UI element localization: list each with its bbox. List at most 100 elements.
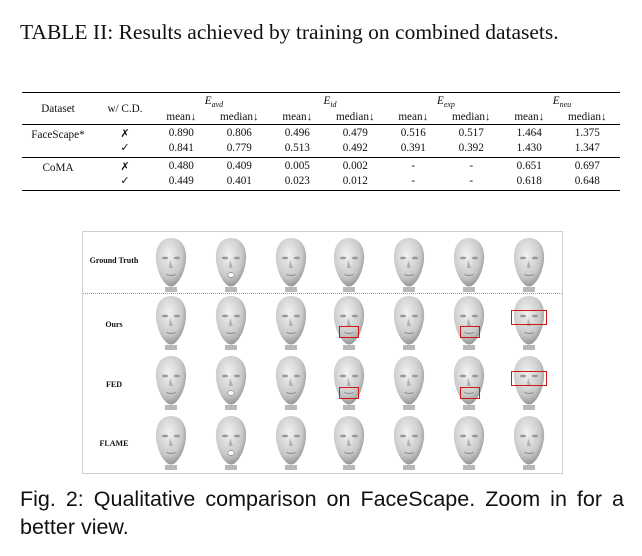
value-cell: 0.449 (168, 174, 194, 187)
header-mean: mean↓ (166, 111, 197, 124)
table-row: FaceScape* ✗ 0.890 0.806 0.496 0.479 0.516 0.51… (22, 124, 620, 141)
value-cell: 0.697 (574, 160, 600, 172)
row-label-flame: FLAME (99, 439, 129, 448)
header-median: median↓ (336, 111, 375, 124)
value-cell: 0.841 (168, 141, 194, 154)
value-cell: 0.480 (168, 160, 194, 172)
face-mesh-image (151, 354, 191, 410)
value-cell: 0.002 (342, 160, 368, 172)
highlight-box (339, 387, 359, 399)
header-median: median↓ (220, 111, 259, 124)
value-cell: 0.492 (342, 141, 368, 154)
header-group-neu: Eneu (552, 94, 572, 109)
cd-mark: ✗ (120, 159, 130, 173)
face-mesh-image (271, 414, 311, 470)
header-mean: mean↓ (514, 111, 545, 124)
header-median: median↓ (568, 111, 607, 124)
face-mesh-image (449, 236, 489, 292)
face-mesh-image (329, 414, 369, 470)
face-mesh-image (271, 354, 311, 410)
face-mesh-image (389, 236, 429, 292)
face-mesh-image (389, 414, 429, 470)
value-cell: 0.651 (516, 160, 542, 172)
row-label-ground-truth: Ground Truth (89, 256, 139, 265)
value-cell: - (469, 174, 474, 187)
value-cell: - (469, 160, 474, 172)
table-row: CoMA ✗ 0.480 0.409 0.005 0.002 - - 0.651 0.697 (22, 157, 620, 174)
highlight-box (460, 326, 480, 338)
value-cell: 1.347 (574, 141, 600, 154)
value-cell: 0.806 (226, 127, 252, 139)
face-mesh-image (449, 294, 489, 350)
header-group-id: Eid (323, 94, 337, 109)
face-mesh-image (509, 294, 549, 350)
face-mesh-image (329, 354, 369, 410)
cd-mark: ✓ (120, 174, 130, 187)
dataset-cell (22, 141, 94, 158)
face-mesh-image (151, 414, 191, 470)
results-table: Dataset w/ C.D. Eavd Eid Eexp Eneu mean↓… (22, 92, 620, 191)
value-cell: 0.401 (226, 174, 252, 187)
header-cd: w/ C.D. (107, 102, 143, 115)
table-row: ✓ 0.841 0.779 0.513 0.492 0.391 0.392 1.430 1.34… (22, 141, 620, 158)
dataset-cell: FaceScape* (31, 129, 85, 141)
table-caption: TABLE II: Results achieved by training o… (20, 20, 559, 44)
face-mesh-image (389, 294, 429, 350)
results-table-container: Dataset w/ C.D. Eavd Eid Eexp Eneu mean↓… (22, 92, 620, 191)
row-label-ours: Ours (105, 320, 123, 329)
value-cell: 0.618 (516, 174, 542, 187)
value-cell: 0.517 (458, 127, 484, 139)
face-mesh-image (329, 236, 369, 292)
face-mesh-image (151, 294, 191, 350)
value-cell: 0.391 (400, 141, 426, 154)
value-cell: 0.648 (574, 174, 600, 187)
face-mesh-image (509, 354, 549, 410)
face-mesh-image (389, 354, 429, 410)
highlight-box (511, 310, 547, 325)
face-mesh-image (271, 236, 311, 292)
qualitative-figure: Ground Truth Ours FED FLAME (82, 231, 563, 474)
value-cell: - (411, 160, 416, 172)
value-cell: 1.464 (516, 127, 542, 139)
dataset-cell (22, 174, 94, 191)
face-mesh-image (211, 414, 251, 470)
value-cell: 1.375 (574, 127, 600, 139)
value-cell: 0.513 (284, 141, 310, 154)
face-mesh-image (449, 414, 489, 470)
row-label-fed: FED (106, 380, 122, 389)
table-row: ✓ 0.449 0.401 0.023 0.012 - - 0.618 0.648 (22, 174, 620, 191)
value-cell: 0.012 (342, 174, 368, 187)
cd-mark: ✓ (120, 141, 130, 154)
value-cell: 0.392 (458, 141, 484, 154)
value-cell: 0.005 (284, 160, 310, 172)
face-mesh-image (211, 354, 251, 410)
face-mesh-image (211, 294, 251, 350)
face-mesh-image (509, 414, 549, 470)
header-mean: mean↓ (282, 111, 313, 124)
highlight-box (511, 371, 547, 386)
value-cell: 0.409 (226, 160, 252, 172)
cd-mark: ✗ (120, 126, 130, 140)
face-mesh-image (329, 294, 369, 350)
results-table-body: FaceScape* ✗ 0.890 0.806 0.496 0.479 0.516 0.51… (22, 124, 620, 191)
value-cell: 0.779 (226, 141, 252, 154)
figure-divider (83, 293, 562, 294)
highlight-box (460, 387, 480, 399)
face-mesh-image (449, 354, 489, 410)
highlight-box (339, 326, 359, 338)
face-mesh-image (271, 294, 311, 350)
header-dataset: Dataset (41, 102, 75, 115)
header-mean: mean↓ (398, 111, 429, 124)
header-group-exp: Eexp (436, 94, 455, 109)
value-cell: 0.890 (168, 127, 194, 139)
header-median: median↓ (452, 111, 491, 124)
value-cell: 0.479 (342, 127, 368, 139)
value-cell: 0.023 (284, 174, 310, 187)
header-group-avd: Eavd (204, 94, 224, 109)
value-cell: - (411, 174, 416, 187)
dataset-cell: CoMA (42, 162, 74, 174)
value-cell: 0.516 (400, 127, 426, 139)
value-cell: 0.496 (284, 127, 310, 139)
face-mesh-image (509, 236, 549, 292)
value-cell: 1.430 (516, 141, 542, 154)
